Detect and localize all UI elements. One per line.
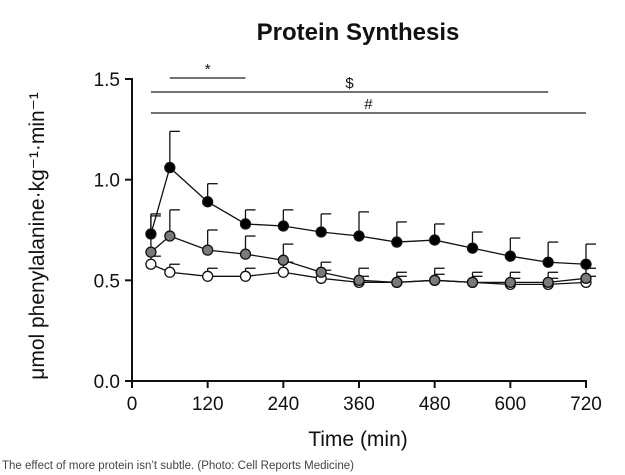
y-tick-label: 1.0 — [94, 171, 120, 192]
significance-label: # — [364, 96, 373, 113]
data-point — [202, 244, 214, 256]
data-point — [277, 254, 289, 266]
data-point — [580, 272, 592, 284]
data-point — [542, 256, 554, 268]
data-point — [145, 228, 157, 240]
series-1 — [145, 209, 596, 288]
x-tick-label: 360 — [343, 394, 375, 415]
data-point — [164, 230, 176, 242]
data-point — [202, 196, 214, 208]
data-point — [466, 276, 479, 288]
data-point — [504, 250, 516, 262]
y-axis-label: μmol phenylalanine·kg⁻¹·min⁻¹ — [26, 92, 49, 380]
x-tick-label: 480 — [419, 394, 451, 415]
chart-title: Protein Synthesis — [257, 19, 460, 46]
significance-label: $ — [345, 75, 354, 92]
data-point — [239, 218, 252, 230]
data-point — [277, 266, 289, 278]
data-point — [164, 266, 176, 278]
data-point — [580, 258, 592, 270]
x-axis-label: Time (min) — [308, 428, 408, 451]
data-point — [542, 276, 554, 288]
data-point — [145, 258, 157, 270]
data-point — [145, 246, 157, 258]
significance-label: * — [205, 61, 211, 78]
significance-bars: * $ # — [150, 61, 586, 114]
x-tick-label: 0 — [127, 394, 138, 415]
data-point — [277, 220, 289, 232]
data-series — [145, 130, 596, 291]
data-point — [429, 234, 441, 246]
x-tick-label: 120 — [192, 394, 224, 415]
series-2 — [145, 255, 596, 291]
data-point — [239, 248, 252, 260]
y-tick-label: 1.5 — [94, 70, 120, 91]
data-point — [504, 276, 516, 288]
data-point — [315, 266, 327, 278]
axes: 0 120 240 360 480 600 720 0.0 0.5 1.0 1.5 — [94, 70, 602, 415]
y-tick-label: 0.0 — [94, 372, 120, 393]
x-tick-label: 720 — [570, 394, 602, 415]
series-0 — [145, 130, 596, 270]
data-point — [315, 226, 327, 238]
data-point — [391, 276, 403, 288]
data-point — [164, 161, 176, 174]
series-line — [150, 166, 587, 265]
data-point — [202, 270, 214, 282]
x-tick-label: 240 — [267, 394, 299, 415]
series-line — [150, 235, 587, 283]
data-point — [466, 242, 479, 254]
y-tick-label: 0.5 — [94, 271, 120, 292]
data-point — [391, 236, 403, 248]
data-point — [353, 230, 365, 242]
x-tick-label: 600 — [494, 394, 526, 415]
data-point — [429, 274, 441, 286]
data-point — [353, 274, 365, 286]
figure-caption: The effect of more protein isn’t subtle.… — [2, 460, 354, 472]
data-point — [239, 270, 252, 282]
